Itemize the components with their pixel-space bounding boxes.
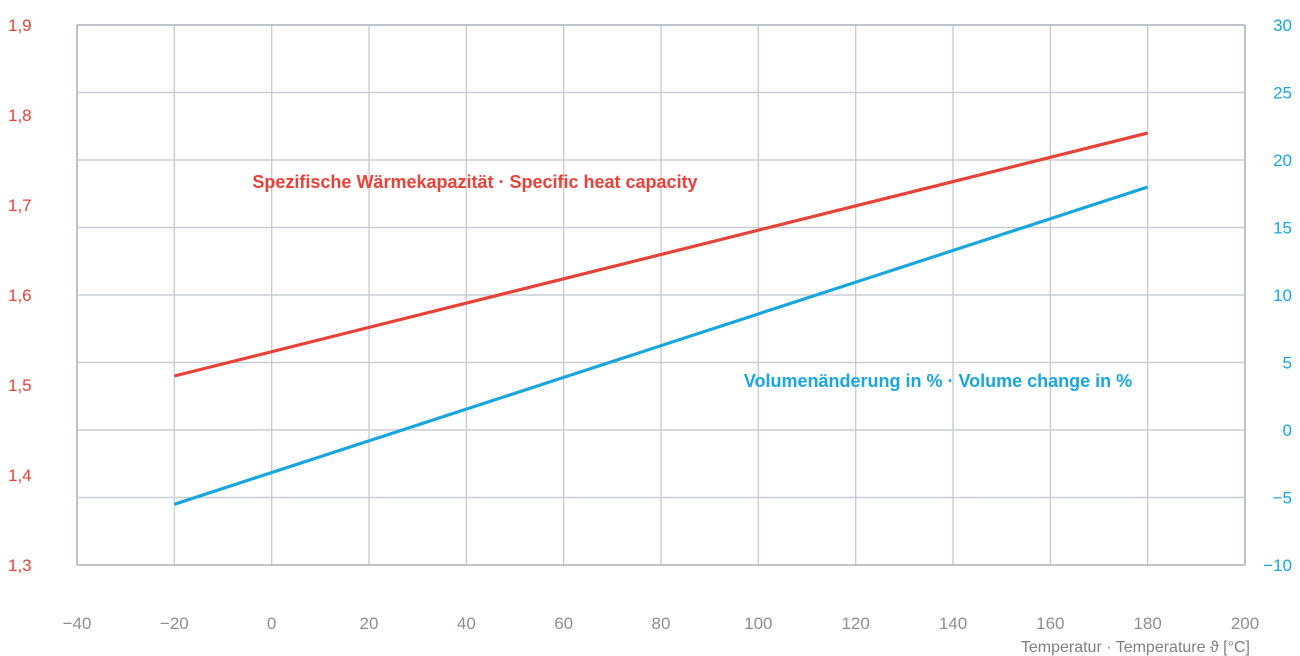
x-tick-label: 200: [1231, 614, 1259, 633]
x-tick-label: −20: [160, 614, 189, 633]
y-right-tick-label: 10: [1273, 286, 1292, 305]
x-tick-label: 160: [1036, 614, 1064, 633]
y-left-tick-label: 1,6: [8, 286, 32, 305]
x-tick-label: 40: [457, 614, 476, 633]
x-tick-label: 0: [267, 614, 276, 633]
y-right-tick-labels: −10 −5 0 5 10 15 20 25 30: [1263, 16, 1292, 575]
x-tick-label: 80: [652, 614, 671, 633]
y-right-tick-label: −5: [1273, 489, 1292, 508]
series-lines: [173, 131, 1149, 506]
x-tick-label: 120: [841, 614, 869, 633]
y-left-tick-label: 1,5: [8, 376, 32, 395]
series-line-heat-capacity: [173, 131, 1149, 378]
y-right-tick-label: 30: [1273, 16, 1292, 35]
y-left-tick-label: 1,7: [8, 196, 32, 215]
y-right-tick-label: 5: [1283, 354, 1292, 373]
y-left-tick-label: 1,8: [8, 106, 32, 125]
series-label-volume-change: Volumenänderung in % · Volume change in …: [744, 371, 1132, 391]
y-left-tick-label: 1,4: [8, 466, 32, 485]
x-axis-label: Temperatur · Temperature ϑ [°C]: [1021, 639, 1250, 656]
x-tick-labels: −40 −20 0 20 40 60 80 100 120 140 160 180 200: [63, 614, 1260, 633]
series-line-volume-change: [173, 185, 1149, 506]
x-tick-label: 20: [360, 614, 379, 633]
series-label-heat-capacity: Spezifische Wärmekapazität · Specific he…: [252, 172, 697, 192]
y-right-tick-label: 25: [1273, 84, 1292, 103]
y-right-tick-label: 0: [1283, 421, 1292, 440]
grid: [76, 24, 1246, 566]
x-tick-label: −40: [63, 614, 92, 633]
x-tick-label: 180: [1133, 614, 1161, 633]
y-left-tick-labels: 1,3 1,4 1,5 1,6 1,7 1,8 1,9: [8, 16, 32, 575]
y-right-tick-label: 20: [1273, 151, 1292, 170]
x-tick-label: 140: [939, 614, 967, 633]
y-right-tick-label: −10: [1263, 556, 1292, 575]
y-right-tick-label: 15: [1273, 219, 1292, 238]
x-tick-label: 100: [744, 614, 772, 633]
x-tick-label: 60: [554, 614, 573, 633]
y-left-tick-label: 1,3: [8, 556, 32, 575]
y-left-tick-label: 1,9: [8, 16, 32, 35]
